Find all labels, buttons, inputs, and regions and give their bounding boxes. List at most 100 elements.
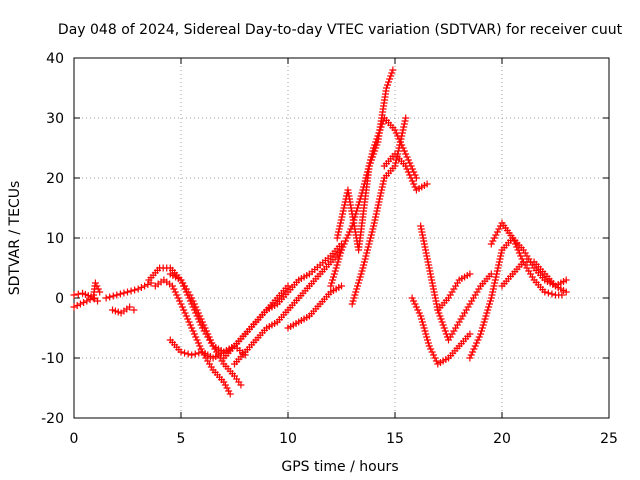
data-point-sample — [338, 213, 346, 221]
data-point — [541, 288, 549, 296]
data-point-sample — [221, 381, 229, 389]
data-point-sample — [367, 156, 375, 164]
data-point-sample — [372, 213, 380, 221]
data-point-sample — [173, 291, 181, 299]
data-point-sample — [369, 225, 377, 233]
data-point-sample — [354, 204, 362, 212]
data-point-sample — [401, 117, 409, 125]
data-point-sample — [190, 300, 198, 308]
data-point-sample — [483, 309, 491, 317]
data-point-sample — [484, 306, 492, 314]
y-tick-label: -10 — [41, 351, 64, 367]
data-point-sample — [342, 237, 350, 245]
data-point — [134, 285, 142, 293]
data-point-sample — [360, 261, 368, 269]
data-point — [391, 126, 399, 134]
data-point-sample — [335, 255, 343, 263]
grid-lines — [74, 58, 609, 418]
data-point-sample — [360, 258, 368, 266]
data-point-sample — [425, 261, 433, 269]
x-tick-label: 20 — [493, 431, 511, 447]
data-point-sample — [184, 350, 192, 358]
data-point-sample — [436, 312, 444, 320]
data-point-sample — [337, 216, 345, 224]
data-point-sample — [410, 180, 418, 188]
x-axis-title: GPS time / hours — [281, 459, 398, 475]
x-tick-label: 5 — [177, 431, 186, 447]
data-point-sample — [489, 288, 497, 296]
data-point-sample — [470, 345, 478, 353]
data-point-sample — [94, 285, 102, 293]
data-point-sample — [379, 180, 387, 188]
data-point-sample — [371, 216, 379, 224]
data-point-sample — [334, 258, 342, 266]
data-point-sample — [195, 349, 203, 357]
data-point-sample — [182, 312, 190, 320]
data-point — [359, 264, 367, 272]
data-point-sample — [417, 225, 425, 233]
data-point-sample — [392, 159, 400, 167]
data-point-sample — [374, 201, 382, 209]
data-point-sample — [494, 264, 502, 272]
data-point — [466, 270, 474, 278]
data-point — [402, 114, 410, 122]
data-point-sample — [206, 336, 214, 344]
data-point-sample — [197, 315, 205, 323]
data-point-sample — [372, 144, 380, 152]
data-point-sample — [548, 290, 556, 298]
data-point-sample — [184, 315, 192, 323]
data-point-sample — [441, 327, 449, 335]
data-point — [113, 291, 121, 299]
data-point-sample — [403, 165, 411, 173]
data-point-sample — [419, 234, 427, 242]
data-point-sample — [340, 204, 348, 212]
data-point-sample — [392, 156, 400, 164]
data-point-sample — [488, 291, 496, 299]
data-point-sample — [137, 284, 145, 291]
data-point-sample — [329, 273, 337, 281]
data-point-sample — [408, 177, 416, 185]
data-point — [130, 306, 138, 314]
data-point-sample — [197, 345, 205, 353]
data-point — [423, 180, 431, 188]
data-point-sample — [204, 330, 212, 338]
data-point-sample — [109, 292, 117, 300]
data-point-sample — [492, 273, 500, 281]
data-point-sample — [336, 252, 344, 260]
data-point — [102, 294, 110, 302]
data-point-sample — [419, 321, 427, 329]
data-point-sample — [495, 261, 503, 269]
data-point-sample — [486, 300, 494, 308]
data-point — [425, 342, 433, 350]
data-point-sample — [380, 177, 388, 185]
data-point-sample — [328, 279, 336, 287]
data-point — [466, 330, 474, 338]
data-point-sample — [490, 282, 498, 290]
data-point-sample — [410, 297, 418, 305]
data-point — [365, 162, 373, 170]
data-point-sample — [427, 345, 435, 353]
data-point-sample — [370, 219, 378, 227]
data-point-sample — [544, 289, 552, 297]
data-point-sample — [202, 327, 210, 335]
data-point-sample — [335, 228, 343, 236]
y-tick-label: 0 — [55, 291, 64, 307]
data-point-sample — [515, 249, 523, 257]
data-point-sample — [400, 147, 408, 155]
data-point — [198, 318, 206, 326]
data-point-sample — [486, 297, 494, 305]
data-point — [220, 378, 228, 386]
data-point — [70, 291, 78, 299]
data-point — [417, 222, 425, 230]
data-point-sample — [437, 315, 445, 323]
x-tick-label: 25 — [600, 431, 618, 447]
data-point-sample — [334, 231, 342, 239]
data-point-sample — [399, 126, 407, 134]
data-point-sample — [421, 327, 429, 335]
data-point-sample — [349, 297, 357, 305]
data-point-sample — [331, 267, 339, 275]
data-point — [124, 288, 131, 296]
data-point — [177, 300, 185, 308]
data-point-sample — [397, 135, 405, 143]
data-point-sample — [350, 294, 358, 302]
